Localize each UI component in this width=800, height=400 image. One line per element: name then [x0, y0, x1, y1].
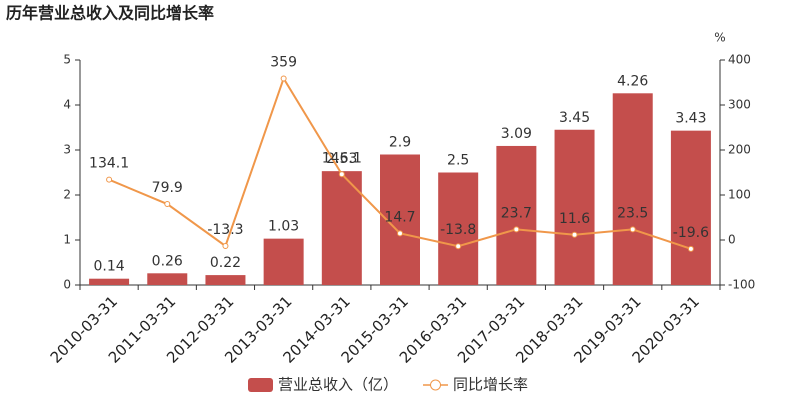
bar-value-label: 2.9 [389, 135, 411, 151]
line-point [513, 226, 520, 233]
line-value-label: 11.6 [559, 211, 590, 227]
line-value-label: 23.7 [501, 205, 532, 221]
bar-value-label: 2.5 [447, 153, 469, 169]
y2-axis-label: % [714, 31, 725, 45]
legend-swatch-point [430, 379, 442, 391]
line-value-label: -19.6 [673, 225, 709, 241]
line-point [106, 176, 113, 183]
line-point [338, 171, 345, 178]
legend-label: 同比增长率 [453, 376, 528, 394]
bar [321, 171, 362, 285]
line-point [687, 245, 694, 252]
bar [612, 93, 653, 285]
legend-swatch [248, 378, 273, 392]
bar-value-label: 3.09 [501, 126, 532, 142]
y-tick-label: 0 [63, 278, 71, 292]
line-point [629, 226, 636, 233]
legend-label: 营业总收入（亿） [278, 376, 398, 394]
line-value-label: 14.7 [384, 209, 415, 225]
line-point [164, 201, 171, 208]
line-value-label: -13.8 [440, 222, 476, 238]
bar-value-label: 0.14 [94, 259, 125, 275]
bar [205, 275, 246, 285]
y-tick-label: 1 [63, 233, 71, 247]
line-value-label: 134.1 [89, 156, 129, 172]
bar-value-label: 4.26 [617, 73, 648, 89]
bar [496, 145, 537, 285]
bar [263, 238, 304, 285]
line-value-label: 146.1 [322, 150, 362, 166]
y2-tick-label: 0 [728, 233, 736, 247]
y-tick-label: 3 [63, 143, 71, 157]
bar-value-label: 0.22 [210, 255, 241, 271]
line-point [280, 75, 287, 82]
bar [147, 273, 188, 285]
legend: 营业总收入（亿） 同比增长率 [248, 376, 528, 394]
bar-value-label: 3.43 [675, 111, 706, 127]
bar [554, 129, 595, 285]
line-point [397, 230, 403, 237]
y2-tick-label: 200 [728, 143, 751, 157]
line-value-label: -13.3 [207, 222, 243, 238]
y-tick-label: 2 [63, 188, 71, 202]
bar [438, 172, 479, 285]
y2-tick-label: 100 [728, 188, 751, 202]
line-value-label: 23.5 [617, 205, 648, 221]
y2-tick-label: 300 [728, 98, 751, 112]
bar-value-label: 3.45 [559, 110, 590, 126]
line-value-label: 79.9 [152, 180, 183, 196]
y-tick-label: 5 [63, 53, 71, 67]
bar [89, 278, 130, 285]
bar-value-label: 1.03 [268, 219, 299, 235]
line-point [222, 242, 229, 249]
y2-tick-label: 400 [728, 53, 751, 67]
bar [670, 130, 711, 285]
line-point [571, 231, 578, 238]
bar-value-label: 0.26 [152, 253, 183, 269]
line-point [455, 243, 462, 250]
y-tick-label: 4 [63, 98, 71, 112]
chart-title: 历年营业总收入及同比增长率 [6, 4, 214, 23]
y2-tick-label: -100 [728, 278, 755, 292]
line-value-label: 359 [270, 54, 297, 70]
